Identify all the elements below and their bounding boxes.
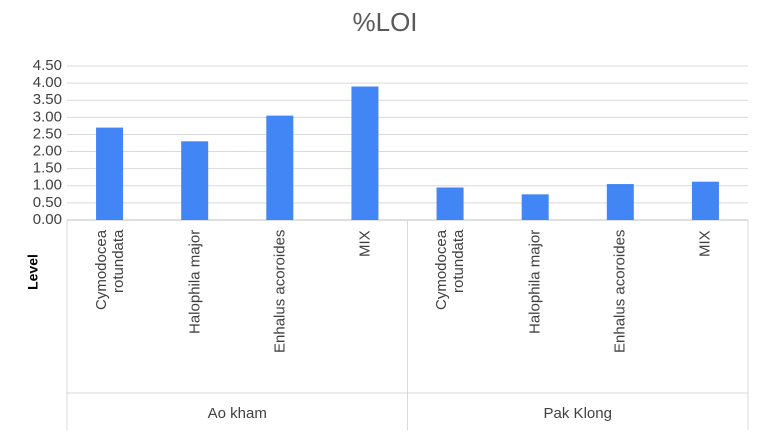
y-tick-label: 0.00: [33, 211, 62, 228]
bar: [606, 184, 634, 220]
x-tick-label: Cymodocea rotundata: [92, 230, 127, 311]
x-tick-label: Enhalus acoroides: [611, 230, 629, 354]
y-axis-label: Level: [25, 254, 41, 290]
y-tick-label: 1.50: [33, 160, 62, 177]
bar: [521, 194, 549, 220]
y-tick-label: 0.50: [33, 194, 62, 211]
x-tick-label: Halophila major: [526, 230, 544, 335]
y-tick-label: 3.50: [33, 91, 62, 108]
bar: [436, 187, 464, 220]
chart-title: %LOI: [352, 7, 417, 37]
group-label: Ao kham: [208, 405, 267, 422]
y-tick-label: 4.50: [33, 57, 62, 74]
x-tick-label: Halophila major: [186, 230, 204, 335]
x-tick-label: MIX: [356, 230, 374, 257]
bar: [351, 86, 379, 221]
x-tick-label: Cymodocea rotundata: [433, 230, 468, 311]
bar: [266, 115, 294, 220]
bar: [181, 141, 209, 220]
y-tick-label: 2.00: [33, 143, 62, 160]
bar: [691, 181, 719, 220]
bar: [96, 127, 124, 220]
x-tick-label: MIX: [696, 230, 714, 257]
x-tick-label: Enhalus acoroides: [271, 230, 289, 354]
group-label: Pak Klong: [544, 405, 612, 422]
y-tick-label: 2.50: [33, 125, 62, 142]
y-tick-label: 4.00: [33, 74, 62, 91]
y-tick-label: 1.00: [33, 177, 62, 194]
y-tick-label: 3.00: [33, 108, 62, 125]
